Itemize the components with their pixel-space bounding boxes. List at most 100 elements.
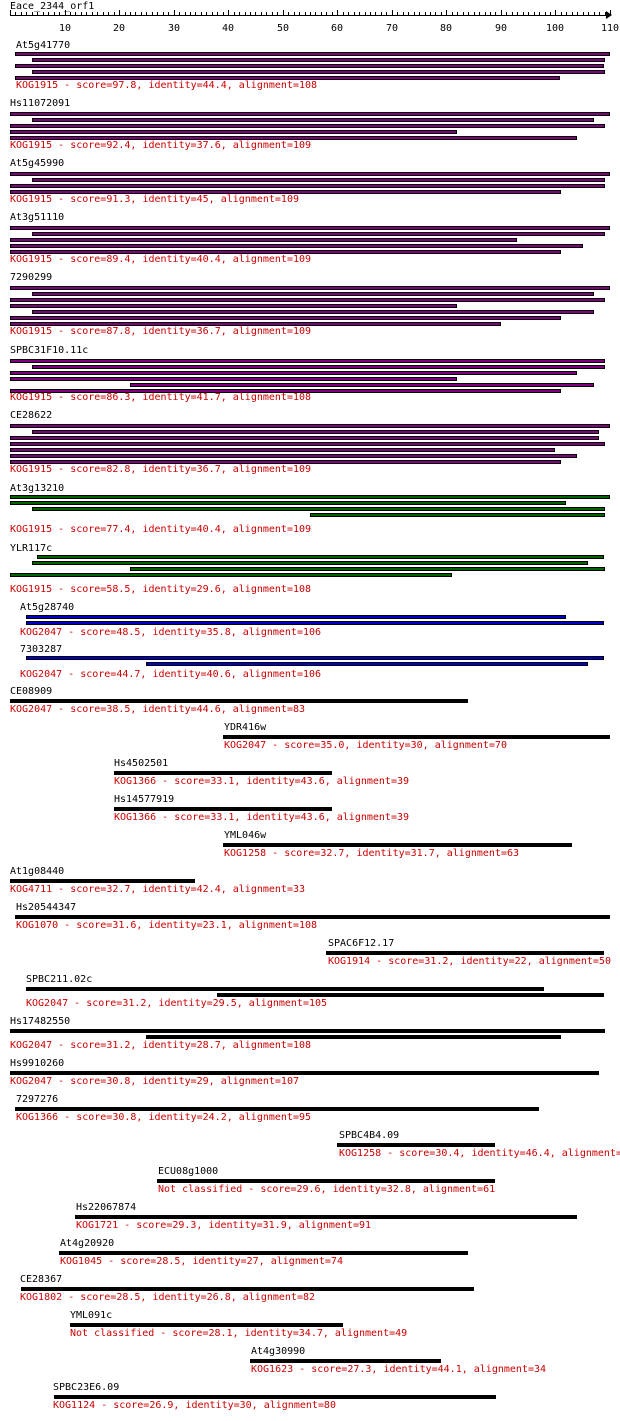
hit-name[interactable]: At5g41770 (16, 40, 71, 51)
ruler-tick (288, 12, 289, 15)
alignment-bar (15, 64, 604, 68)
alignment-bar (32, 430, 599, 434)
alignment-bar (10, 172, 610, 176)
alignment-bar (10, 573, 452, 577)
ruler-tick (54, 12, 55, 15)
hit-name[interactable]: At3g51110 (10, 212, 65, 223)
hit-name[interactable]: SPBC31F10.11c (10, 345, 89, 356)
alignment-bar (10, 454, 577, 458)
alignment-bar (32, 58, 605, 62)
ruler-tick (48, 12, 49, 15)
ruler-tick (599, 12, 600, 15)
hit-name[interactable]: At4g30990 (251, 1346, 306, 1357)
hit-name[interactable]: YDR416w (224, 722, 267, 733)
hit-name[interactable]: YML046w (224, 830, 267, 841)
alignment-bar (10, 389, 561, 393)
alignment-bar (130, 383, 594, 387)
ruler-tick (468, 12, 469, 15)
ruler-tick (370, 12, 371, 15)
ruler-tick (495, 12, 496, 15)
hit-name[interactable]: At1g08440 (10, 866, 65, 877)
hit-name[interactable]: At5g28740 (20, 602, 75, 613)
ruler-tick (539, 12, 540, 15)
hit-name[interactable]: At4g20920 (60, 1238, 115, 1249)
ruler-tick (15, 12, 16, 15)
ruler-tick (343, 12, 344, 15)
alignment-bar (32, 365, 605, 369)
hit-name[interactable]: Hs11072091 (10, 98, 71, 109)
ruler-tick (501, 10, 502, 15)
ruler-tick (365, 12, 366, 15)
hit-name[interactable]: CE08909 (10, 686, 53, 697)
alignment-bar (10, 879, 195, 883)
hit-name[interactable]: 7303287 (20, 644, 63, 655)
hit-name[interactable]: At5g45990 (10, 158, 65, 169)
alignment-bar (59, 1251, 468, 1255)
ruler-tick (474, 12, 475, 15)
alignment-bar (10, 136, 577, 140)
alignment-bar (10, 124, 605, 128)
alignment-bar (10, 322, 501, 326)
hit-name[interactable]: YML091c (70, 1310, 113, 1321)
hit-name[interactable]: Hs9910260 (10, 1058, 65, 1069)
hit-name[interactable]: 7290299 (10, 272, 53, 283)
alignment-bar (26, 621, 604, 625)
ruler-tick (408, 12, 409, 15)
ruler-axis (10, 15, 610, 16)
alignment-bar (26, 987, 544, 991)
hit-name[interactable]: ECU08g1000 (158, 1166, 219, 1177)
ruler-tick (152, 12, 153, 15)
ruler-tick (245, 12, 246, 15)
hit-name[interactable]: Hs14577919 (114, 794, 175, 805)
hit-name[interactable]: SPBC4B4.09 (339, 1130, 400, 1141)
ruler-tick-label: 100 (545, 23, 565, 34)
ruler-tick (217, 12, 218, 15)
ruler-tick (92, 12, 93, 15)
alignment-bar (26, 615, 566, 619)
alignment-bar (10, 501, 566, 505)
ruler-tick (386, 12, 387, 15)
alignment-bar (10, 250, 561, 254)
ruler-tick (65, 10, 66, 15)
hit-name[interactable]: Hs20544347 (16, 902, 77, 913)
ruler-tick (190, 12, 191, 15)
alignment-bar (114, 807, 332, 811)
hit-name[interactable]: SPBC23E6.09 (53, 1382, 120, 1393)
hit-caption: KOG1915 - score=86.3, identity=41.7, ali… (10, 392, 312, 403)
alignment-bar (75, 1215, 577, 1219)
alignment-bar (32, 118, 594, 122)
hit-name[interactable]: Hs22067874 (76, 1202, 137, 1213)
ruler-tick (550, 12, 551, 15)
ruler-tick (119, 10, 120, 15)
ruler-tick-label: 110 (600, 23, 620, 34)
alignment-bar (32, 70, 605, 74)
ruler-tick (185, 12, 186, 15)
hit-caption: Not classified - score=28.1, identity=34… (70, 1328, 408, 1339)
ruler-tick (21, 12, 22, 15)
hit-name[interactable]: SPBC211.02c (26, 974, 93, 985)
ruler-tick (588, 12, 589, 15)
hit-name[interactable]: CE28367 (20, 1274, 63, 1285)
ruler-tick (605, 12, 606, 15)
hit-name[interactable]: Hs17482550 (10, 1016, 71, 1027)
alignment-bar (32, 507, 605, 511)
ruler-tick (37, 12, 38, 15)
ruler-tick (168, 12, 169, 15)
hit-name[interactable]: YLR117c (10, 543, 53, 554)
ruler-tick (321, 12, 322, 15)
alignment-bar (114, 771, 332, 775)
ruler-tick-label: 80 (439, 23, 453, 34)
hit-name[interactable]: 7297276 (16, 1094, 59, 1105)
hit-caption: KOG1915 - score=77.4, identity=40.4, ali… (10, 524, 312, 535)
ruler-tick (446, 10, 447, 15)
ruler-tick (348, 12, 349, 15)
hit-name[interactable]: SPAC6F12.17 (328, 938, 395, 949)
ruler-tick (610, 10, 611, 15)
alignment-bar (217, 993, 604, 997)
alignment-bar (15, 52, 610, 56)
hit-name[interactable]: CE28622 (10, 410, 53, 421)
ruler-tick (305, 12, 306, 15)
hit-name[interactable]: At3g13210 (10, 483, 65, 494)
hit-caption: KOG2047 - score=48.5, identity=35.8, ali… (20, 627, 322, 638)
hit-name[interactable]: Hs4502501 (114, 758, 169, 769)
